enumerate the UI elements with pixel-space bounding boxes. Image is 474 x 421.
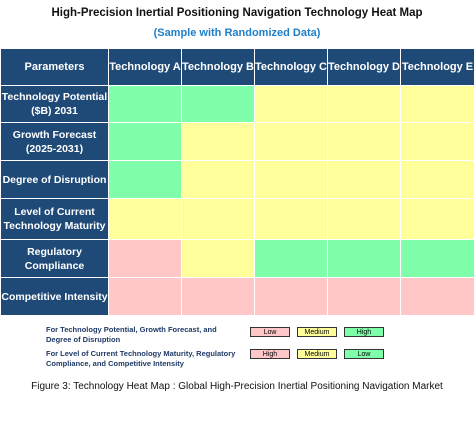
heatmap-row: Competitive Intensity — [0, 277, 474, 316]
legend-chip: Medium — [297, 327, 337, 337]
heatmap-cell — [254, 198, 328, 240]
row-label: Level of Current Technology Maturity — [0, 198, 109, 240]
heatmap-cell — [254, 85, 328, 123]
heatmap-row: Technology Potential ($B) 2031 — [0, 85, 474, 123]
heatmap-cell — [400, 160, 474, 199]
heatmap-cell — [181, 85, 255, 123]
heatmap-cell — [400, 198, 474, 240]
column-header: Technology B — [181, 48, 255, 86]
heatmap-cell — [327, 85, 401, 123]
heatmap-cell — [400, 277, 474, 316]
legend-chip: Low — [250, 327, 290, 337]
legend-group1-text: For Technology Potential, Growth Forecas… — [46, 325, 217, 344]
heatmap-cell — [108, 277, 182, 316]
row-label: Technology Potential ($B) 2031 — [0, 85, 109, 123]
heatmap-cell — [400, 122, 474, 161]
heatmap-cell — [327, 160, 401, 199]
heatmap-cell — [108, 122, 182, 161]
row-label: Regulatory Compliance — [0, 239, 109, 278]
heatmap-cell — [400, 85, 474, 123]
column-header: Technology D — [327, 48, 401, 86]
heatmap-cell — [327, 277, 401, 316]
heatmap-cell — [254, 239, 328, 278]
heatmap-cell — [254, 277, 328, 316]
heatmap-cell — [181, 160, 255, 199]
heatmap-cell — [400, 239, 474, 278]
heatmap-cell — [108, 85, 182, 123]
heatmap-cell — [108, 160, 182, 199]
heatmap-row: Level of Current Technology Maturity — [0, 198, 474, 240]
column-header: Technology E — [400, 48, 474, 86]
row-label: Growth Forecast (2025-2031) — [0, 122, 109, 161]
heatmap-cell — [181, 198, 255, 240]
heatmap-row: Regulatory Compliance — [0, 239, 474, 278]
legend-chip: High — [344, 327, 384, 337]
heatmap-cell — [181, 239, 255, 278]
heatmap-table: Parameters Technology A Technology B Tec… — [0, 48, 474, 316]
heatmap-cell — [108, 239, 182, 278]
chart-subtitle: (Sample with Randomized Data) — [153, 27, 321, 39]
heatmap-cell — [327, 239, 401, 278]
heatmap-cell — [327, 198, 401, 240]
heatmap-row: Growth Forecast (2025-2031) — [0, 122, 474, 161]
legend-group2-text: For Level of Current Technology Maturity… — [46, 349, 236, 368]
heatmap-cell — [254, 160, 328, 199]
legend-chip: Low — [344, 349, 384, 359]
heatmap-cell — [327, 122, 401, 161]
row-label: Competitive Intensity — [0, 277, 109, 316]
heatmap-row: Degree of Disruption — [0, 160, 474, 199]
heatmap-cell — [254, 122, 328, 161]
column-header: Technology C — [254, 48, 328, 86]
corner-header: Parameters — [0, 48, 109, 86]
figure-caption: Figure 3: Technology Heat Map : Global H… — [31, 381, 443, 392]
heatmap-cell — [181, 277, 255, 316]
legend-chip: High — [250, 349, 290, 359]
header-row: Parameters Technology A Technology B Tec… — [0, 48, 474, 86]
row-label: Degree of Disruption — [0, 160, 109, 199]
heatmap-cell — [108, 198, 182, 240]
chart-title: High-Precision Inertial Positioning Navi… — [51, 7, 423, 19]
column-header: Technology A — [108, 48, 182, 86]
legend-chip: Medium — [297, 349, 337, 359]
heatmap-cell — [181, 122, 255, 161]
heatmap-body: Technology Potential ($B) 2031 Growth For… — [0, 85, 474, 316]
